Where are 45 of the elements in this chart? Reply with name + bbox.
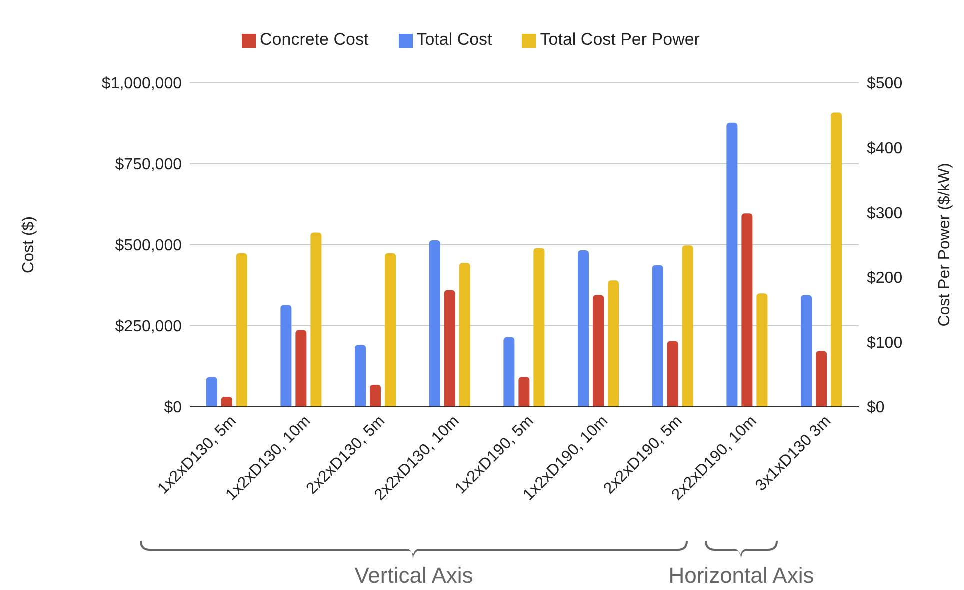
text: Horizontal Axis (668, 563, 814, 588)
bar (385, 253, 396, 407)
y-tick-label: $0 (164, 400, 182, 417)
y-tick-label: $250,000 (115, 318, 182, 336)
bar (310, 232, 322, 407)
bar (221, 396, 232, 407)
bar (682, 246, 694, 407)
bar (296, 330, 307, 407)
bar (831, 112, 842, 407)
bar (534, 248, 545, 407)
y2-tick-label: $100 (867, 334, 903, 352)
y2-tick-label: $200 (867, 270, 903, 288)
y-tick-label: $750,000 (115, 156, 182, 174)
bar (518, 377, 530, 407)
bar (608, 280, 620, 407)
bar (726, 122, 738, 407)
bar (444, 290, 456, 407)
bar (742, 214, 753, 407)
bar (236, 253, 248, 407)
bar (578, 250, 590, 407)
y2-tick-label: $0 (867, 400, 885, 417)
legend-label: Total Cost Per Power (540, 30, 700, 49)
y2-tick-label: $500 (867, 76, 903, 93)
bar (593, 295, 604, 407)
bar (667, 341, 678, 407)
bar (429, 240, 440, 407)
y2-tick-label: $400 (867, 140, 903, 158)
bar (355, 345, 366, 407)
legend-label: Concrete Cost (260, 30, 369, 49)
text: Vertical Axis (354, 563, 474, 588)
bar (756, 294, 768, 407)
y2-tick-label: $300 (867, 205, 903, 222)
bar (206, 377, 218, 407)
y2-axis-title: Cost Per Power ($/kW) (936, 163, 954, 327)
y-tick-label: $1,000,000 (102, 76, 182, 93)
bar (652, 265, 664, 407)
bar (801, 295, 812, 407)
bar (280, 305, 292, 407)
bar (816, 351, 828, 407)
bar (370, 384, 382, 407)
y-tick-label: $500,000 (115, 238, 182, 255)
bar (459, 263, 470, 407)
bar (504, 337, 515, 407)
legend-label: Total Cost (416, 30, 492, 49)
y-axis-title: Cost ($) (20, 216, 38, 274)
